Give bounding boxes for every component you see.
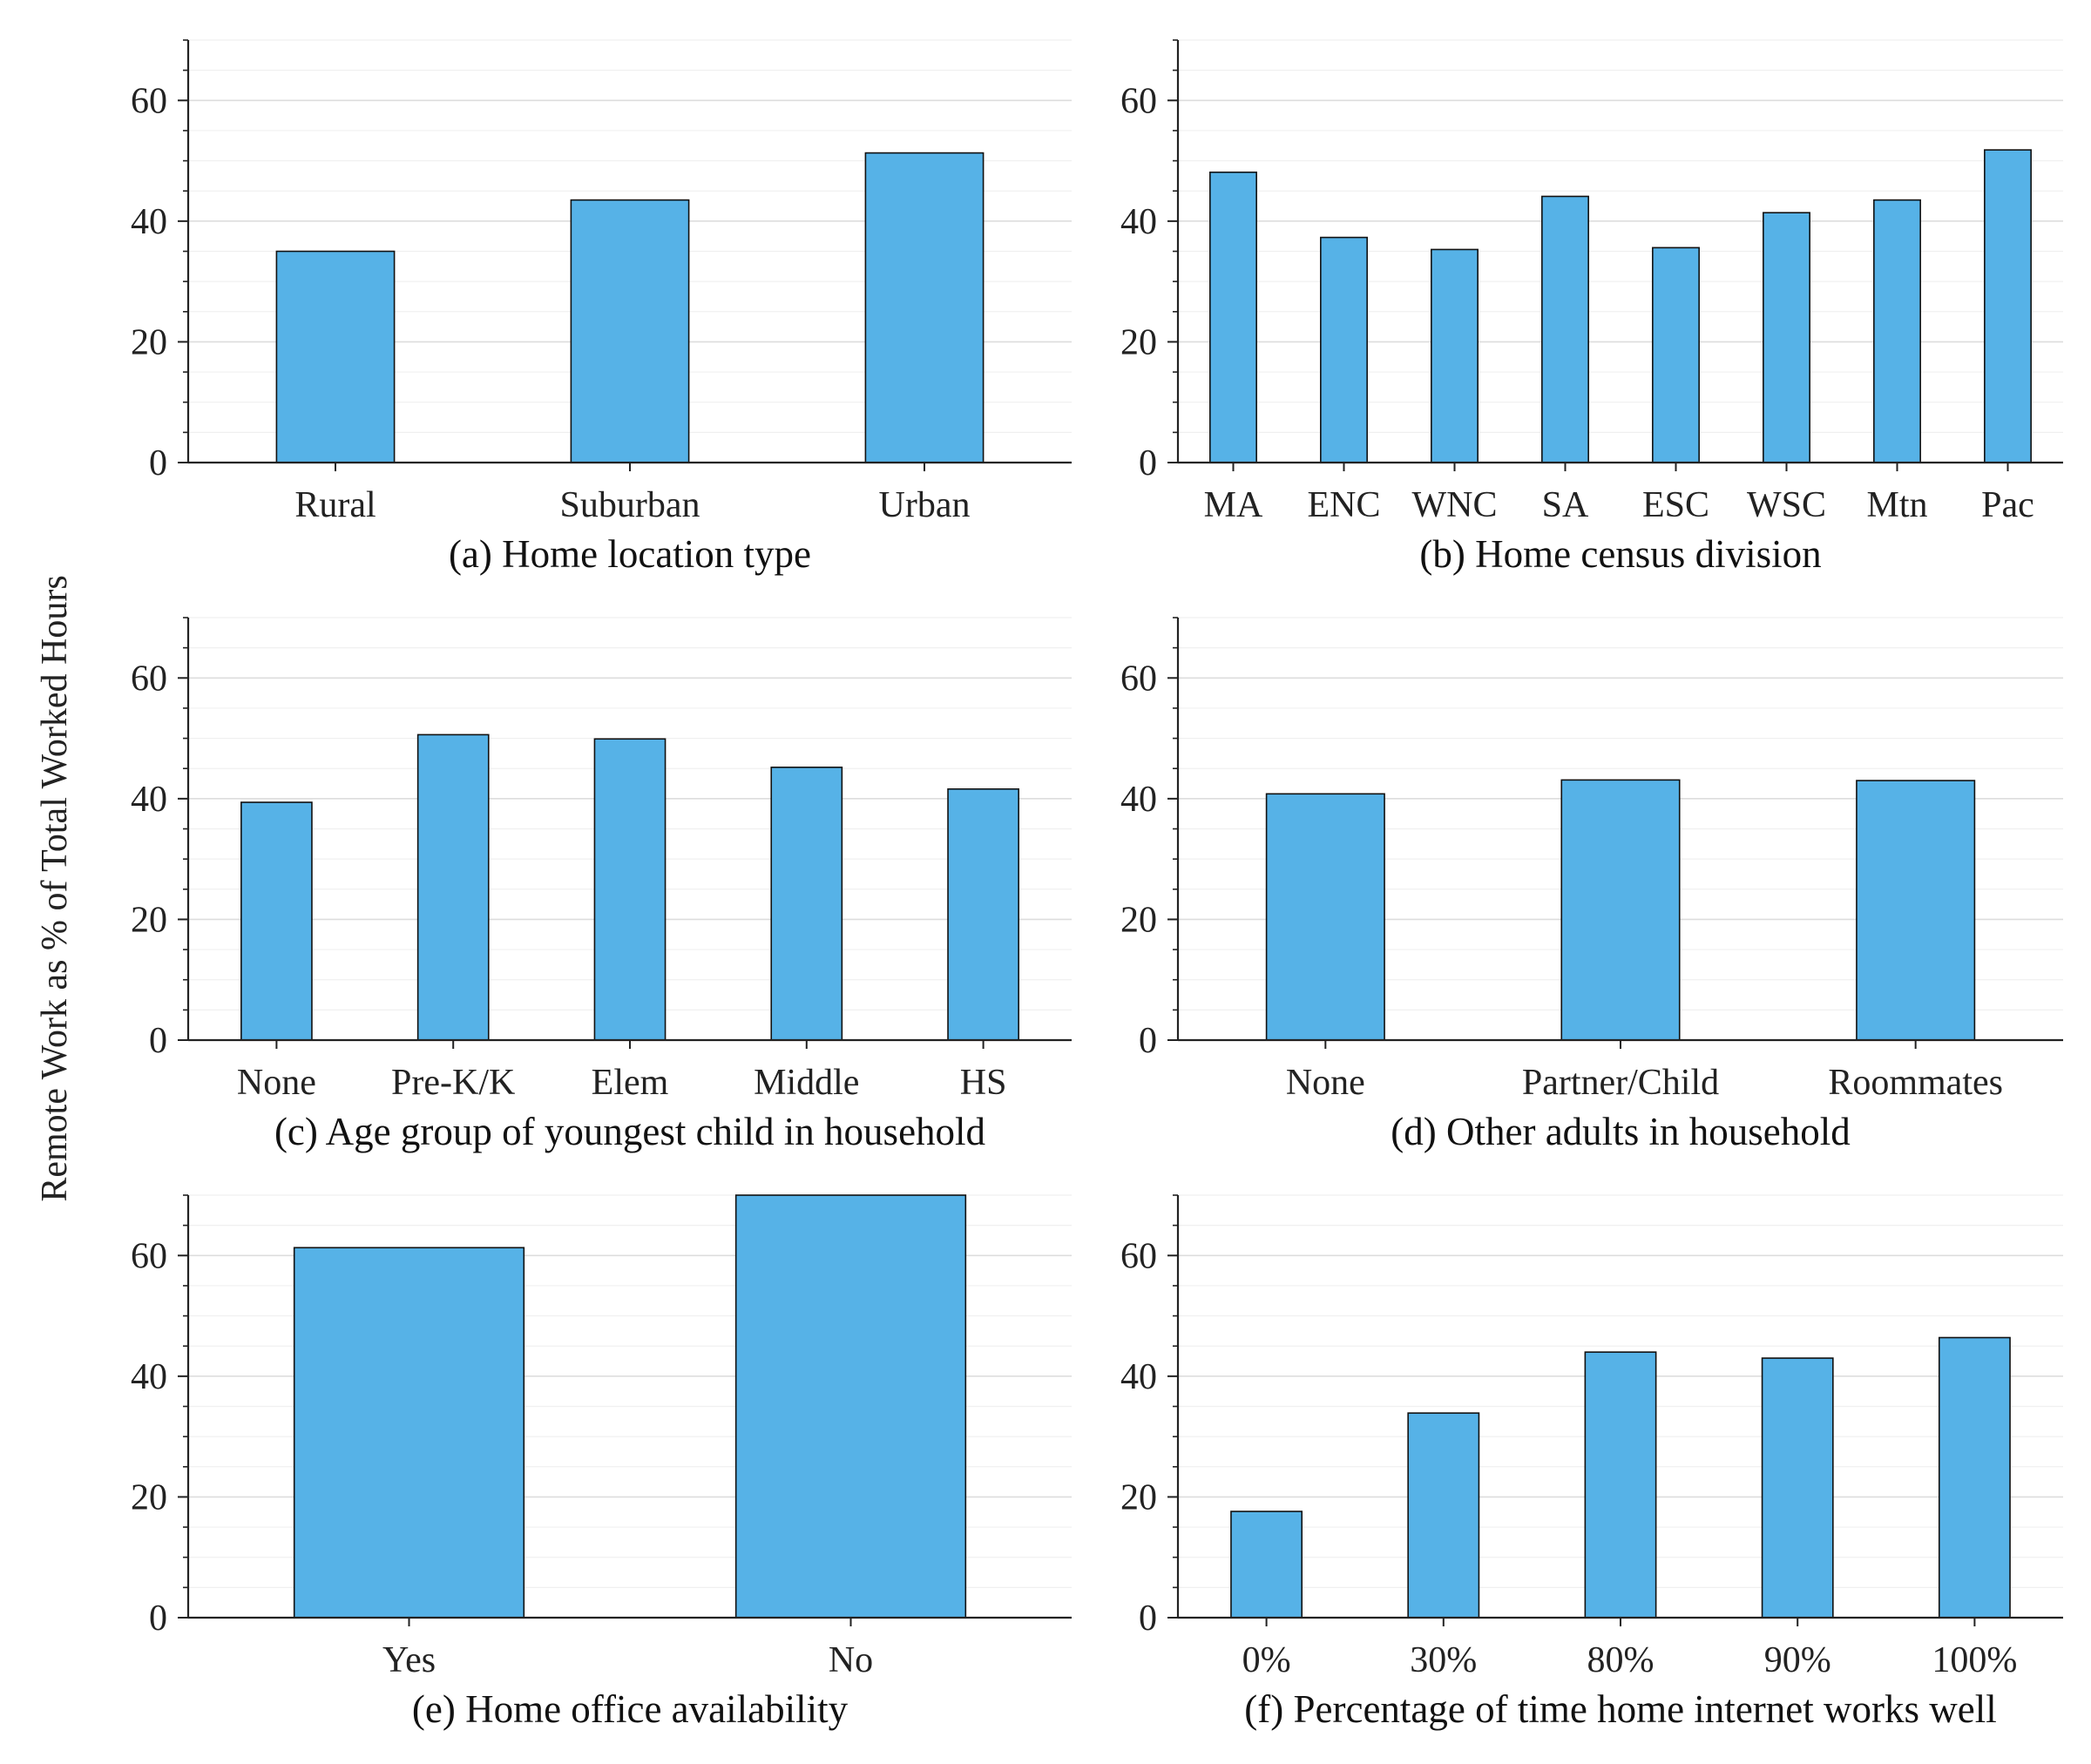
- y-tick-label: 0: [1139, 443, 1157, 483]
- y-tick-label: 20: [131, 1477, 167, 1517]
- panel-caption: (d) Other adults in household: [1391, 1110, 1850, 1153]
- bar-suburban: [570, 199, 690, 463]
- x-tick-label: No: [829, 1640, 873, 1680]
- x-tick-label: Middle: [754, 1063, 859, 1103]
- bar-yes: [293, 1247, 525, 1619]
- bar-30-: [1407, 1412, 1480, 1619]
- panel-d: None Partner/Child Roommates 0 20 40 60 (d) Oth…: [1120, 617, 2063, 1153]
- x-tick-label: MA: [1204, 485, 1263, 525]
- bar-pre-k-k: [416, 733, 490, 1041]
- x-tick-label: Mtn: [1866, 485, 1927, 525]
- x-tick-label: ENC: [1308, 485, 1381, 525]
- bar-middle: [770, 767, 843, 1041]
- bar-esc: [1652, 247, 1700, 463]
- bar-90-: [1761, 1357, 1834, 1619]
- x-tick-label: None: [1286, 1063, 1365, 1103]
- bar-none: [1265, 793, 1385, 1041]
- x-tick-label: Urban: [879, 485, 971, 525]
- y-tick-label: 40: [131, 202, 167, 242]
- y-tick-label: 40: [1120, 1357, 1157, 1397]
- bar-rural: [275, 250, 396, 463]
- x-tick-label: Partner/Child: [1522, 1063, 1719, 1103]
- panel-caption: (b) Home census division: [1419, 532, 1821, 576]
- bar-80-: [1584, 1351, 1657, 1619]
- bar-hs: [947, 787, 1019, 1041]
- bar-enc: [1320, 236, 1368, 463]
- panel-b: MA ENC WNC SA ESC WSC Mtn Pac 0 20 40 60 (b) Home ce…: [1120, 39, 2063, 576]
- bar-pac: [1984, 149, 2032, 463]
- panel-caption: (c) Age group of youngest child in house…: [274, 1110, 985, 1153]
- x-tick-label: HS: [960, 1063, 1007, 1103]
- bar-wnc: [1431, 248, 1479, 463]
- x-tick-label: Elem: [592, 1063, 669, 1103]
- panel-caption: (e) Home office availability: [412, 1687, 849, 1731]
- y-tick-label: 40: [131, 1357, 167, 1397]
- bar-elem: [593, 738, 667, 1041]
- panel-a: Rural Suburban Urban 0 20 40 60 (a) Home locati…: [131, 39, 1072, 576]
- panel-caption: (a) Home location type: [449, 532, 811, 576]
- x-tick-label: Pac: [1981, 485, 2034, 525]
- x-tick-label: WNC: [1412, 485, 1498, 525]
- y-tick-label: 20: [1120, 322, 1157, 362]
- y-tick-label: 60: [131, 659, 167, 699]
- y-tick-label: 20: [131, 900, 167, 940]
- bar-100-: [1938, 1336, 2011, 1619]
- bar-sa: [1541, 195, 1589, 463]
- x-tick-label: Suburban: [560, 485, 700, 525]
- y-tick-label: 0: [149, 1598, 167, 1639]
- y-tick-label: 60: [131, 1236, 167, 1276]
- panel-c: None Pre-K/K Elem Middle HS 0 20 40 60 (c) Age gr…: [131, 617, 1072, 1153]
- bar-roommates: [1856, 780, 1976, 1041]
- x-tick-label: WSC: [1747, 485, 1826, 525]
- x-tick-label: ESC: [1642, 485, 1709, 525]
- x-tick-label: Roommates: [1828, 1063, 2003, 1103]
- panels: Rural Suburban Urban 0 20 40 60 (a) Home locati…: [131, 39, 2063, 1731]
- y-tick-label: 0: [1139, 1598, 1157, 1639]
- panel-e: Yes No 0 20 40 60 (e) Home office availability: [131, 1194, 1072, 1731]
- panel-f: 0% 30% 80% 90% 100% 0 20 40 60 (f) Percentage of …: [1120, 1194, 2063, 1731]
- y-tick-label: 20: [131, 322, 167, 362]
- y-tick-label: 60: [1120, 659, 1157, 699]
- x-tick-label: 0%: [1242, 1640, 1291, 1680]
- bar-no: [734, 1194, 967, 1619]
- x-tick-label: Yes: [382, 1640, 436, 1680]
- y-tick-label: 40: [1120, 202, 1157, 242]
- y-tick-label: 60: [1120, 1236, 1157, 1276]
- bar-ma: [1209, 171, 1257, 463]
- bar-mtn: [1873, 199, 1921, 463]
- y-tick-label: 60: [1120, 81, 1157, 121]
- y-tick-label: 0: [1139, 1021, 1157, 1061]
- x-tick-label: Pre-K/K: [391, 1063, 515, 1103]
- x-tick-label: 100%: [1932, 1640, 2017, 1680]
- y-tick-label: 40: [1120, 780, 1157, 820]
- y-tick-label: 0: [149, 1021, 167, 1061]
- y-tick-label: 0: [149, 443, 167, 483]
- x-tick-label: 30%: [1410, 1640, 1477, 1680]
- x-tick-label: SA: [1542, 485, 1589, 525]
- bar-none: [240, 801, 313, 1041]
- bar-wsc: [1763, 212, 1810, 463]
- y-tick-label: 20: [1120, 900, 1157, 940]
- x-tick-label: Rural: [294, 485, 376, 525]
- y-tick-label: 20: [1120, 1477, 1157, 1517]
- y-tick-label: 60: [131, 81, 167, 121]
- bar-partner-child: [1560, 779, 1681, 1041]
- bar-0-: [1230, 1511, 1303, 1619]
- bar-urban: [864, 152, 985, 463]
- x-tick-label: 80%: [1587, 1640, 1655, 1680]
- x-tick-label: 90%: [1764, 1640, 1831, 1680]
- x-tick-label: None: [237, 1063, 316, 1103]
- y-axis-label: Remote Work as % of Total Worked Hours: [35, 575, 75, 1201]
- y-tick-label: 40: [131, 780, 167, 820]
- panel-caption: (f) Percentage of time home internet wor…: [1244, 1687, 1996, 1731]
